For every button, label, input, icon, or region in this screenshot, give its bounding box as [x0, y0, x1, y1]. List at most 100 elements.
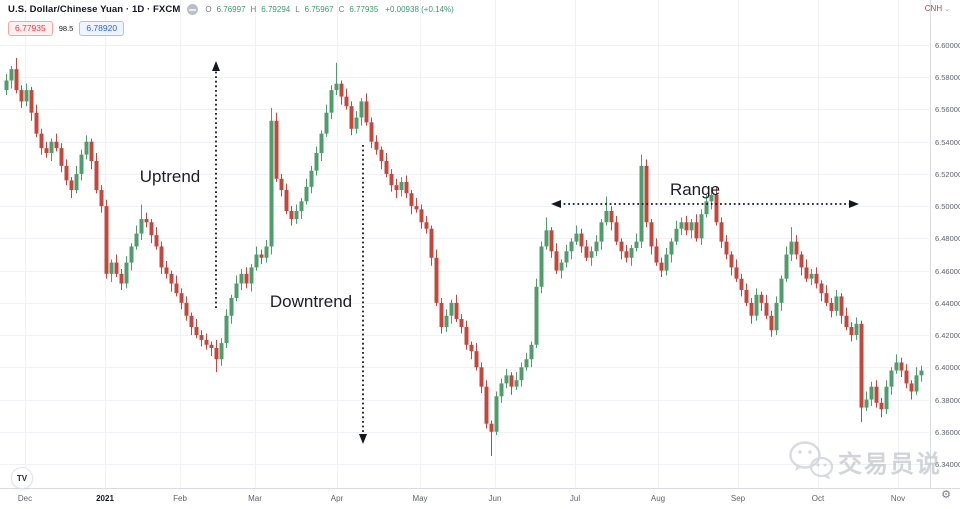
candle-body [789, 241, 794, 255]
candle-body [379, 149, 384, 162]
candle-body [579, 233, 584, 247]
candle-body [194, 327, 199, 336]
candle-body [774, 302, 779, 331]
price-axis-label: 6.34000 [935, 460, 960, 469]
candle-body [489, 423, 494, 432]
ohlc-label: L [295, 5, 300, 14]
candle-body [604, 210, 609, 223]
candle-body [544, 230, 549, 247]
candle-body [109, 262, 114, 274]
candle-body [319, 133, 324, 153]
candle-body [174, 283, 179, 294]
candle-body [129, 246, 134, 263]
price-axis-label: 6.48000 [935, 234, 960, 244]
candle-body [339, 83, 344, 97]
candle-body [414, 206, 419, 210]
time-axis-label: Jul [569, 494, 581, 503]
time-axis[interactable]: Dec 2021 Feb Mar Apr May Jun Jul Aug Sep Oct Nov [0, 488, 960, 509]
candle-body [524, 359, 529, 368]
time-axis-label: Nov [890, 494, 906, 503]
candle-body [329, 90, 334, 113]
candle-body [819, 283, 824, 294]
candle-body [839, 296, 844, 316]
candle-body [474, 351, 479, 368]
candle-body [679, 222, 684, 229]
candle-body [709, 194, 714, 202]
candle-body [354, 117, 359, 129]
candle-body [404, 181, 409, 194]
candle-body [234, 283, 239, 299]
candle-body [534, 286, 539, 345]
candle-body [754, 294, 759, 316]
price-axis-label: 6.60000 [935, 41, 960, 50]
ohlc-value: 6.77935 [349, 5, 379, 14]
ohlc-label: C [338, 5, 345, 14]
candle-body [189, 315, 194, 328]
candle-body [314, 152, 319, 171]
candle-body [284, 190, 289, 211]
tradingview-logo[interactable]: TV [11, 467, 33, 489]
candle-body [734, 267, 739, 279]
candle-body [889, 370, 894, 387]
candle-body [464, 327, 469, 345]
candle-body [209, 344, 214, 348]
candle-body [909, 383, 914, 392]
candle-body [144, 219, 149, 223]
candle-body [199, 335, 204, 340]
sell-button[interactable]: 6.77935 [8, 21, 53, 36]
ohlc-value: 6.79294 [261, 5, 291, 14]
candle-body [529, 344, 534, 360]
candle-body [769, 315, 774, 331]
price-axis-label: 6.38000 [935, 395, 960, 405]
candle-body [429, 228, 434, 258]
candle-body [289, 210, 294, 220]
currency-selector[interactable]: CNH ⌄ [925, 4, 950, 13]
candle-body [279, 178, 284, 191]
candle-body [9, 69, 14, 81]
candle-body [569, 241, 574, 252]
candle-body [864, 399, 869, 408]
candle-body [34, 112, 39, 134]
change-readout: +0.00938 (+0.14%) [385, 5, 454, 14]
candle-body [294, 210, 299, 220]
candle-body [539, 246, 544, 287]
price-axis-label: 6.36000 [935, 427, 960, 437]
candle-body [669, 241, 674, 255]
candle-body [184, 302, 189, 316]
gear-icon[interactable]: ⚙ [941, 489, 951, 501]
symbol-title[interactable]: U.S. Dollar/Chinese Yuan · 1D · FXCM [8, 4, 181, 15]
candle-body [699, 214, 704, 239]
candle-body [454, 302, 459, 319]
time-axis-label: Apr [330, 494, 344, 503]
price-axis[interactable]: 6.60000 6.58000 6.56000 6.54000 6.52000 6.500… [930, 0, 960, 488]
candle-body [154, 235, 159, 247]
candle-body [779, 278, 784, 303]
candle-body [854, 323, 859, 336]
candle-body [19, 90, 24, 102]
candle-body [744, 289, 749, 303]
buy-button[interactable]: 6.78920 [79, 21, 125, 36]
candle-body [494, 396, 499, 432]
candle-body [664, 254, 669, 271]
candle-body [59, 148, 64, 166]
candle-body [869, 386, 874, 400]
ohlc-readout: O 6.76997 H 6.79294 L 6.75967 C 6.77935 [205, 5, 378, 14]
candle-body [694, 222, 699, 239]
candle-body [749, 302, 754, 316]
time-axis-label: Dec [17, 494, 33, 503]
candle-body [124, 262, 129, 284]
candle-body [159, 246, 164, 268]
candle-body [384, 161, 389, 174]
candle-body [139, 219, 144, 234]
candle-body [484, 386, 489, 424]
candle-body [499, 383, 504, 397]
candle-body [634, 241, 639, 249]
candle-body [814, 273, 819, 284]
candle-body [424, 222, 429, 229]
price-axis-label: 6.42000 [935, 331, 960, 341]
candle-body [344, 96, 349, 107]
candle-body [449, 302, 454, 316]
candle-body [659, 262, 664, 271]
candle-body [54, 141, 59, 149]
